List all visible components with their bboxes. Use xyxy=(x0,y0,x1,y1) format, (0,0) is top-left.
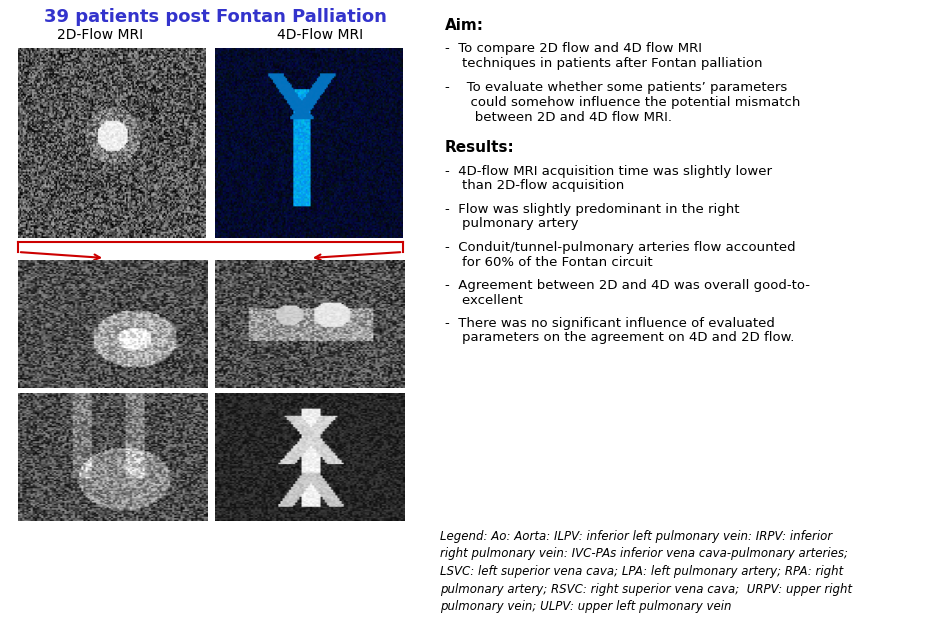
Text: Legend: Ao: Aorta: ILPV: inferior left pulmonary vein: IRPV: inferior
right pulm: Legend: Ao: Aorta: ILPV: inferior left p… xyxy=(440,530,851,613)
Text: RPA: RPA xyxy=(220,268,241,278)
Text: ULPV: ULPV xyxy=(338,420,366,430)
Text: IRPV: IRPV xyxy=(222,472,247,482)
Text: RSVC: RSVC xyxy=(25,400,55,410)
Text: Conduit: Conduit xyxy=(25,448,68,458)
Text: 2D-Flow MRI: 2D-Flow MRI xyxy=(57,28,143,42)
Text: -  There was no significant influence of evaluated
    parameters on the agreeme: - There was no significant influence of … xyxy=(445,317,794,344)
Text: URPV: URPV xyxy=(222,400,252,410)
Text: LSVC: LSVC xyxy=(88,400,117,410)
Text: Ao: Ao xyxy=(28,268,42,278)
Text: -  4D-flow MRI acquisition time was slightly lower
    than 2D-flow acquisition: - 4D-flow MRI acquisition time was sligh… xyxy=(445,165,771,193)
Text: LPA: LPA xyxy=(355,268,375,278)
Text: -  To compare 2D flow and 4D flow MRI
    techniques in patients after Fontan pa: - To compare 2D flow and 4D flow MRI tec… xyxy=(445,42,762,70)
Text: -  Conduit/tunnel-pulmonary arteries flow accounted
    for 60% of the Fontan ci: - Conduit/tunnel-pulmonary arteries flow… xyxy=(445,240,795,269)
Text: Aim:: Aim: xyxy=(445,18,483,33)
Text: -  Agreement between 2D and 4D was overall good-to-
    excellent: - Agreement between 2D and 4D was overal… xyxy=(445,279,809,307)
Text: -    To evaluate whether some patients’ parameters
      could somehow influence: - To evaluate whether some patients’ par… xyxy=(445,81,800,124)
Text: ILPV: ILPV xyxy=(290,485,313,495)
Text: 39 patients post Fontan Palliation: 39 patients post Fontan Palliation xyxy=(43,8,386,26)
Text: IVC-PAs: IVC-PAs xyxy=(25,432,67,442)
Text: 4D-Flow MRI: 4D-Flow MRI xyxy=(277,28,362,42)
Text: -  Flow was slightly predominant in the right
    pulmonary artery: - Flow was slightly predominant in the r… xyxy=(445,202,739,230)
Text: Results:: Results: xyxy=(445,140,514,155)
